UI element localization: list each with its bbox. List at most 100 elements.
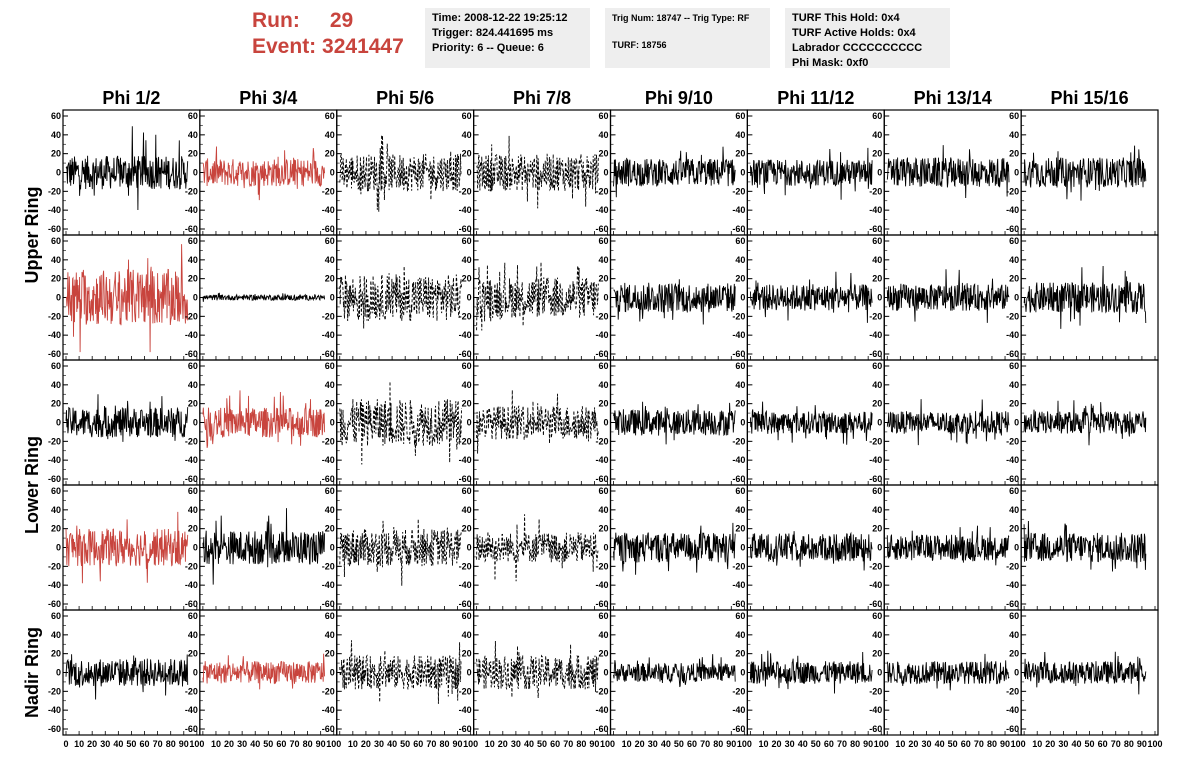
- waveform-trace: [1023, 651, 1147, 695]
- labrador-text: Labrador CCCCCCCCCC: [792, 42, 923, 54]
- x-tick-label: 50: [674, 739, 684, 749]
- y-tick-label: -60: [185, 224, 198, 234]
- y-tick-label: -20: [732, 561, 745, 571]
- y-tick-label: 40: [735, 505, 745, 515]
- y-tick-label: 40: [51, 130, 61, 140]
- x-tick-label: 70: [837, 739, 847, 749]
- y-tick-label: 40: [598, 130, 608, 140]
- x-tick-label: 40: [798, 739, 808, 749]
- y-tick-label: 20: [735, 524, 745, 534]
- y-tick-label: -60: [48, 724, 61, 734]
- y-tick-label: -60: [459, 474, 472, 484]
- y-tick-label: 20: [598, 524, 608, 534]
- waveform-trace: [476, 262, 599, 331]
- x-tick-label: 10: [211, 739, 221, 749]
- y-tick-label: -20: [322, 186, 335, 196]
- y-tick-label: -40: [185, 705, 198, 715]
- y-tick-label: -40: [48, 205, 61, 215]
- y-tick-label: 0: [740, 293, 745, 303]
- y-tick-label: 60: [735, 236, 745, 246]
- x-tick-label: 80: [987, 739, 997, 749]
- y-tick-label: 60: [462, 361, 472, 371]
- y-tick-label: -40: [869, 205, 882, 215]
- y-tick-label: -20: [459, 436, 472, 446]
- waveform-trace: [339, 266, 462, 329]
- x-tick-label: 40: [524, 739, 534, 749]
- x-tick-label: 70: [700, 739, 710, 749]
- y-tick-label: -40: [459, 455, 472, 465]
- y-tick-label: 20: [188, 649, 198, 659]
- column-header: Phi 15/16: [1051, 88, 1129, 108]
- y-tick-label: -60: [322, 474, 335, 484]
- waveform-trace: [749, 401, 873, 445]
- y-tick-label: 40: [188, 630, 198, 640]
- y-tick-label: 60: [872, 236, 882, 246]
- x-tick-label: 80: [576, 739, 586, 749]
- y-tick-label: -20: [459, 311, 472, 321]
- y-tick-label: -20: [732, 186, 745, 196]
- y-tick-label: 40: [462, 255, 472, 265]
- x-tick-label: 30: [100, 739, 110, 749]
- y-tick-label: -40: [322, 330, 335, 340]
- y-tick-label: -20: [1006, 436, 1019, 446]
- turf-info-box: TURF This Hold: 0x4 TURF Active Holds: 0…: [785, 8, 950, 69]
- y-tick-label: 60: [598, 486, 608, 496]
- y-tick-label: 0: [193, 293, 198, 303]
- y-tick-label: 20: [1009, 274, 1019, 284]
- y-tick-label: -20: [459, 686, 472, 696]
- y-tick-label: 0: [740, 418, 745, 428]
- y-tick-label: 0: [330, 168, 335, 178]
- x-tick-label: 80: [166, 739, 176, 749]
- column-header: Phi 13/14: [914, 88, 992, 108]
- y-tick-label: -60: [869, 224, 882, 234]
- y-tick-label: 0: [740, 668, 745, 678]
- y-tick-label: -40: [459, 330, 472, 340]
- y-tick-label: 0: [603, 668, 608, 678]
- waveform-panel: 60 40 20 0 -20 -40 -60: [732, 234, 885, 361]
- waveform-panel: 60 40 20 0 -20 -40 -60: [48, 359, 201, 486]
- y-tick-label: -20: [1006, 686, 1019, 696]
- waveform-trace: [65, 244, 189, 353]
- y-tick-label: 40: [51, 255, 61, 265]
- y-tick-label: -20: [1006, 186, 1019, 196]
- y-tick-label: 0: [56, 668, 61, 678]
- x-tick-label: 70: [563, 739, 573, 749]
- waveform-panel: 60 40 20 0 -20 -40 -60: [595, 234, 748, 361]
- y-tick-label: 40: [325, 130, 335, 140]
- x-tick-label: 100: [1011, 739, 1026, 749]
- y-tick-label: 0: [56, 168, 61, 178]
- waveform-panel: 60 40 20 0 -20 -40 -60: [459, 109, 612, 236]
- x-tick-label: 70: [153, 739, 163, 749]
- y-tick-label: -60: [322, 724, 335, 734]
- x-tick-label: 40: [250, 739, 260, 749]
- y-tick-label: 0: [193, 543, 198, 553]
- y-tick-label: 40: [51, 630, 61, 640]
- y-tick-label: 60: [598, 111, 608, 121]
- y-tick-label: -20: [322, 311, 335, 321]
- y-tick-label: 0: [1014, 543, 1019, 553]
- y-tick-label: -40: [48, 580, 61, 590]
- waveform-panel: 60 40 20 0 -20 -40 -60: [1006, 484, 1159, 611]
- y-tick-label: 40: [188, 130, 198, 140]
- x-tick-label: 50: [537, 739, 547, 749]
- waveform-trace: [613, 522, 736, 575]
- y-tick-label: -60: [322, 224, 335, 234]
- y-tick-label: -60: [869, 599, 882, 609]
- y-tick-label: -40: [732, 455, 745, 465]
- y-tick-label: -20: [1006, 311, 1019, 321]
- y-tick-label: 60: [462, 236, 472, 246]
- waveform-trace: [886, 525, 1010, 566]
- y-tick-label: 60: [188, 111, 198, 121]
- time-text: Time: 2008-12-22 19:25:12: [432, 12, 568, 24]
- y-tick-label: 20: [51, 399, 61, 409]
- run-row: Run: 29: [252, 8, 404, 34]
- y-tick-label: 60: [735, 611, 745, 621]
- y-tick-label: -60: [48, 599, 61, 609]
- y-tick-label: 20: [1009, 649, 1019, 659]
- y-tick-label: -20: [322, 561, 335, 571]
- x-tick-label: 90: [726, 739, 736, 749]
- y-tick-label: 20: [51, 149, 61, 159]
